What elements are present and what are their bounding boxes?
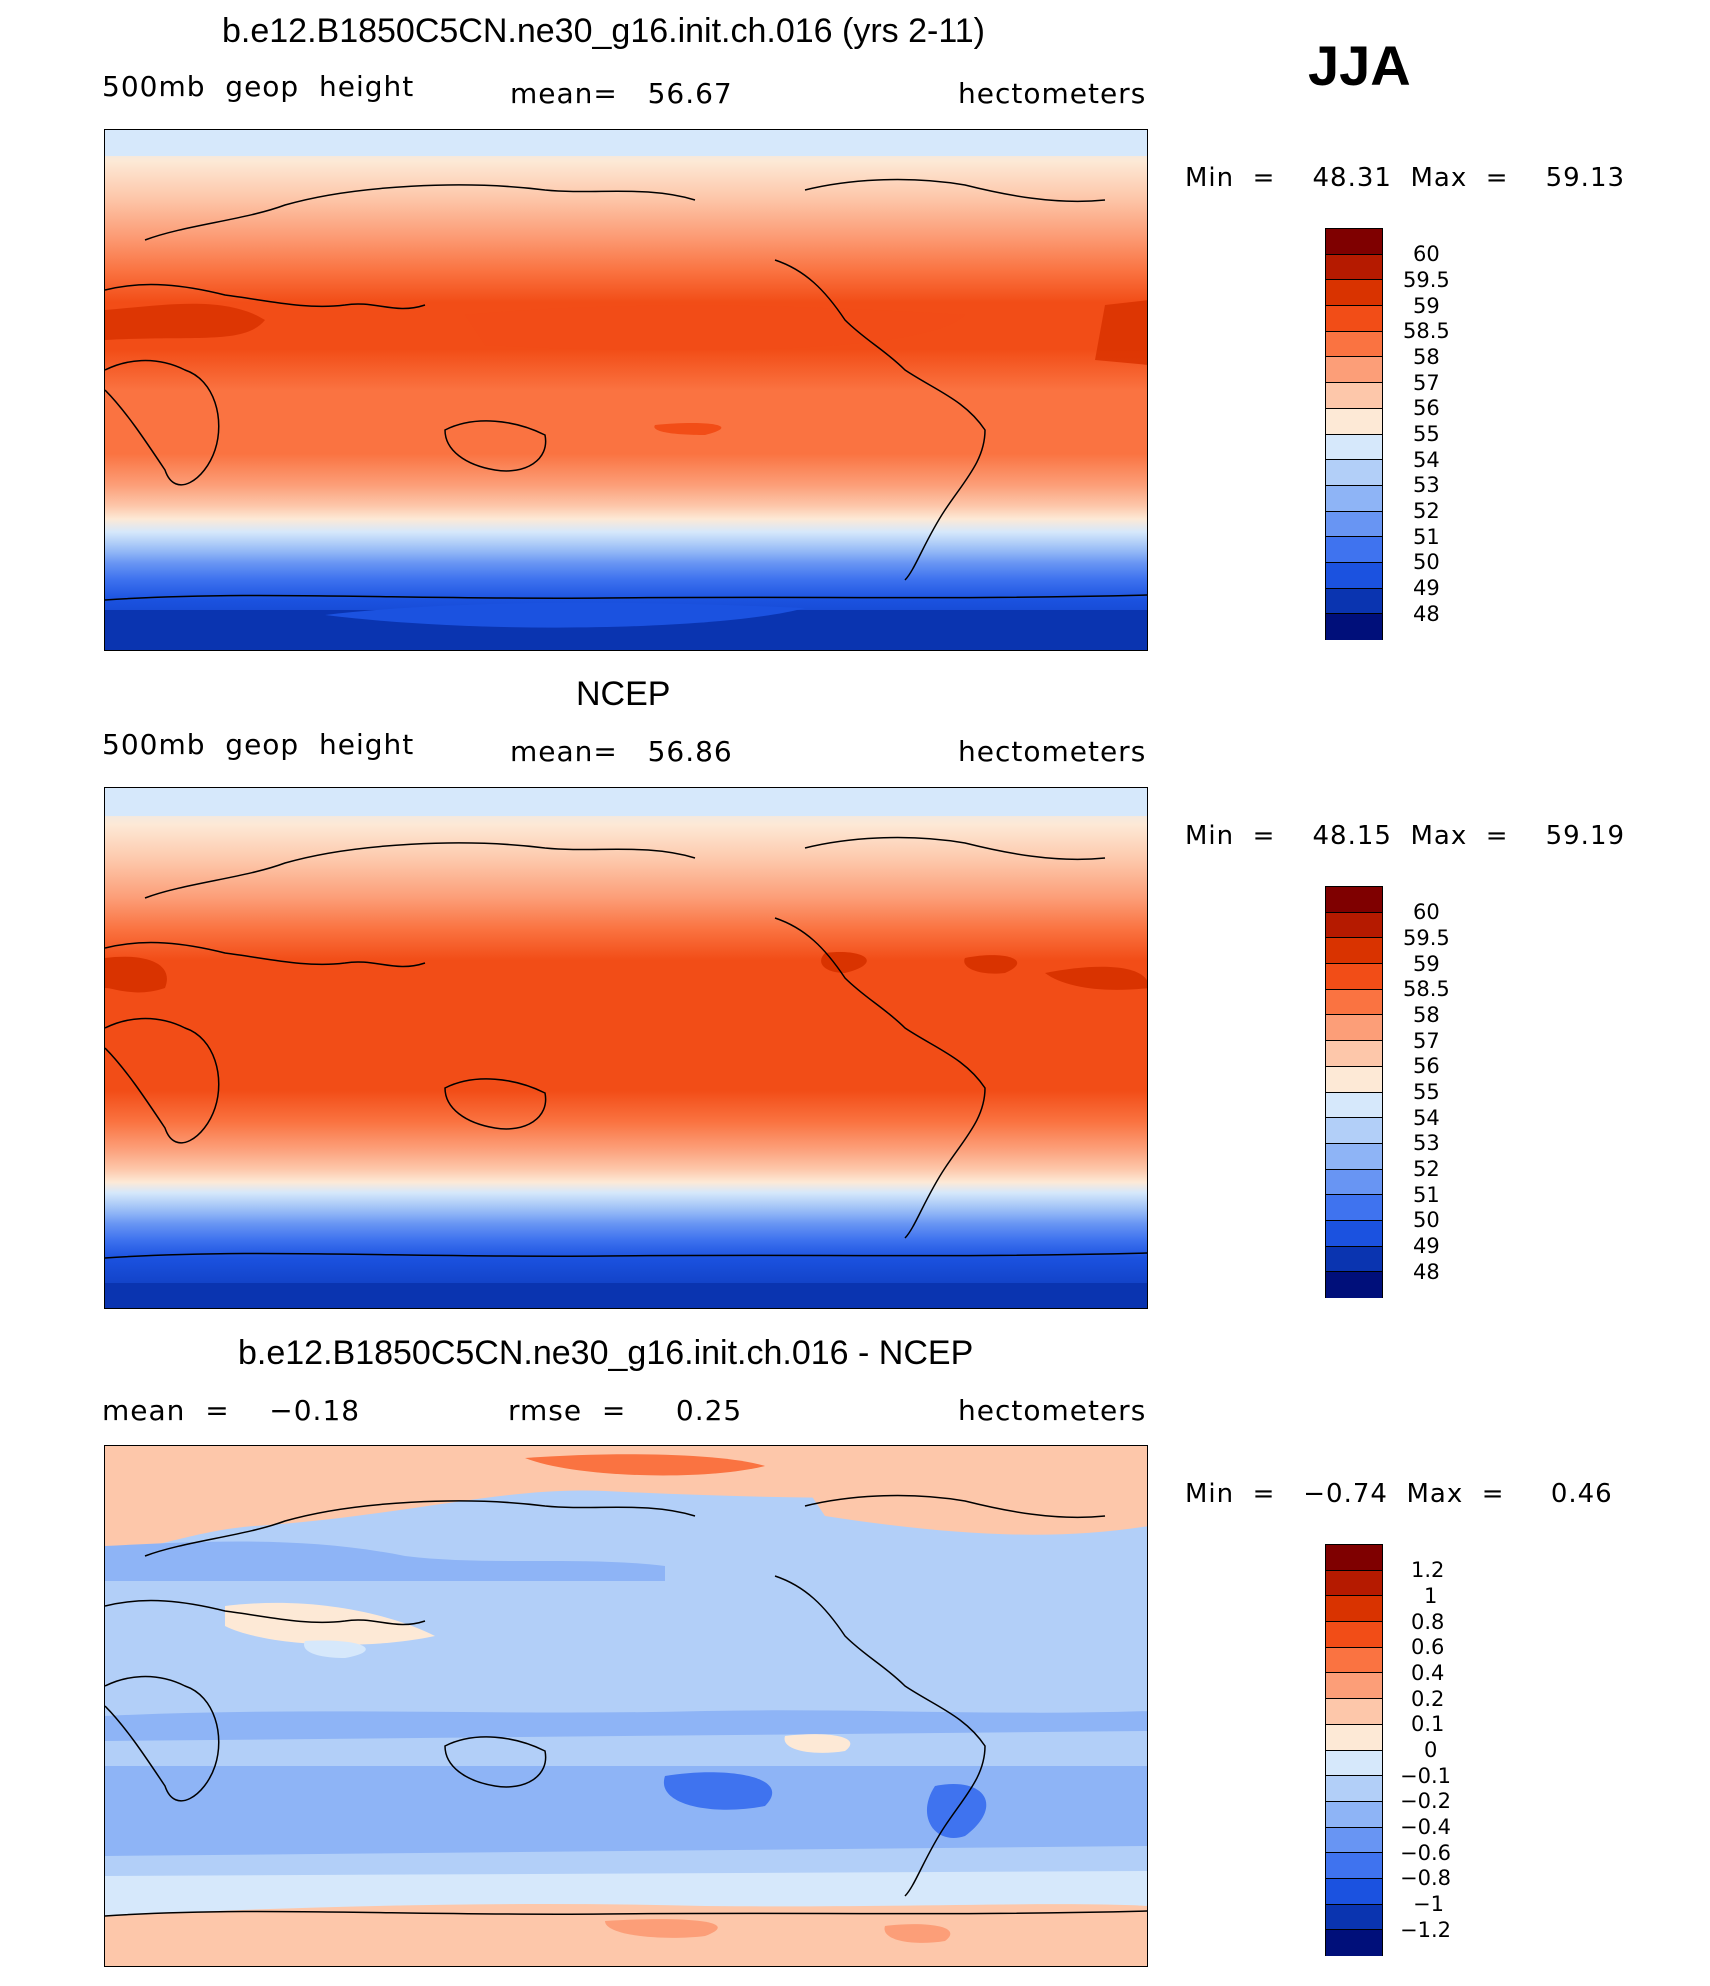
panel-3-rmse-label: rmse = 0.25 bbox=[508, 1394, 743, 1427]
colorbar-label: 50 bbox=[1413, 550, 1440, 574]
panel-1-colorbar bbox=[1325, 228, 1383, 640]
colorbar-label: 54 bbox=[1413, 448, 1440, 472]
colorbar-label: 58.5 bbox=[1403, 977, 1450, 1001]
panel-1-contour-field bbox=[105, 130, 1147, 650]
panel-3-units-label: hectometers bbox=[958, 1394, 1147, 1427]
colorbar-label: 0.8 bbox=[1411, 1610, 1445, 1634]
colorbar-label: 51 bbox=[1413, 525, 1440, 549]
colorbar-label: 60 bbox=[1413, 900, 1440, 924]
colorbar-label: 59.5 bbox=[1403, 926, 1450, 950]
colorbar-label: 57 bbox=[1413, 1029, 1440, 1053]
panel-1-minmax: Min = 48.31 Max = 59.13 bbox=[1185, 163, 1626, 193]
panel-3-colorbar bbox=[1325, 1544, 1383, 1956]
colorbar-label: −1 bbox=[1413, 1892, 1444, 1916]
colorbar-label: 58.5 bbox=[1403, 319, 1450, 343]
colorbar-label: 53 bbox=[1413, 1131, 1440, 1155]
colorbar-label: 52 bbox=[1413, 499, 1440, 523]
season-label: JJA bbox=[1308, 34, 1411, 97]
colorbar-label: 55 bbox=[1413, 422, 1440, 446]
colorbar-label: −0.6 bbox=[1400, 1841, 1451, 1865]
colorbar-label: 1.2 bbox=[1411, 1558, 1445, 1582]
panel-3-map bbox=[104, 1445, 1148, 1967]
colorbar-label: 48 bbox=[1413, 602, 1440, 626]
panel-2-colorbar bbox=[1325, 886, 1383, 1298]
colorbar-label: 0.6 bbox=[1411, 1635, 1445, 1659]
panel-1-coastlines bbox=[105, 178, 1147, 601]
colorbar-label: 56 bbox=[1413, 396, 1440, 420]
colorbar-label: −0.8 bbox=[1400, 1866, 1451, 1890]
panel-2-map bbox=[104, 787, 1148, 1309]
panel-2-contour-field bbox=[105, 788, 1147, 1308]
panel-2-units-label: hectometers bbox=[958, 735, 1147, 768]
panel-2-title: NCEP bbox=[576, 675, 671, 713]
colorbar-label: 60 bbox=[1413, 242, 1440, 266]
panel-2-variable-label: 500mb geop height bbox=[102, 728, 415, 761]
panel-2-minmax: Min = 48.15 Max = 59.19 bbox=[1185, 821, 1626, 851]
colorbar-label: 56 bbox=[1413, 1054, 1440, 1078]
panel-3-title: b.e12.B1850C5CN.ne30_g16.init.ch.016 - N… bbox=[238, 1334, 974, 1372]
panel-1-map bbox=[104, 129, 1148, 651]
colorbar-label: 48 bbox=[1413, 1260, 1440, 1284]
colorbar-label: 0.1 bbox=[1411, 1712, 1445, 1736]
colorbar-label: 59 bbox=[1413, 952, 1440, 976]
panel-1-units-label: hectometers bbox=[958, 77, 1147, 110]
colorbar-label: −0.1 bbox=[1400, 1764, 1451, 1788]
colorbar-label: −0.4 bbox=[1400, 1815, 1451, 1839]
panel-3-contour-field bbox=[105, 1446, 1147, 1966]
colorbar-label: 49 bbox=[1413, 576, 1440, 600]
colorbar-label: 54 bbox=[1413, 1106, 1440, 1130]
colorbar-label: 58 bbox=[1413, 345, 1440, 369]
colorbar-label: −1.2 bbox=[1400, 1918, 1451, 1942]
colorbar-label: 49 bbox=[1413, 1234, 1440, 1258]
colorbar-label: 50 bbox=[1413, 1208, 1440, 1232]
panel-3-mean-label: mean = −0.18 bbox=[102, 1394, 361, 1427]
colorbar-label: 0.2 bbox=[1411, 1687, 1445, 1711]
panel-3-coastlines bbox=[105, 1494, 1147, 1917]
colorbar-label: 53 bbox=[1413, 473, 1440, 497]
colorbar-label: 1 bbox=[1424, 1584, 1438, 1608]
panel-1-variable-label: 500mb geop height bbox=[102, 70, 415, 103]
panel-2-coastlines bbox=[105, 836, 1147, 1259]
colorbar-label: 0 bbox=[1424, 1738, 1438, 1762]
colorbar-label: 59 bbox=[1413, 294, 1440, 318]
panel-1-mean-label: mean= 56.67 bbox=[510, 77, 733, 110]
colorbar-label: 55 bbox=[1413, 1080, 1440, 1104]
colorbar-label: 58 bbox=[1413, 1003, 1440, 1027]
colorbar-label: 51 bbox=[1413, 1183, 1440, 1207]
colorbar-label: 0.4 bbox=[1411, 1661, 1445, 1685]
panel-1-title: b.e12.B1850C5CN.ne30_g16.init.ch.016 (yr… bbox=[222, 12, 985, 50]
colorbar-label: −0.2 bbox=[1400, 1789, 1451, 1813]
colorbar-label: 52 bbox=[1413, 1157, 1440, 1181]
colorbar-label: 59.5 bbox=[1403, 268, 1450, 292]
panel-3-minmax: Min = −0.74 Max = 0.46 bbox=[1185, 1479, 1613, 1509]
panel-2-mean-label: mean= 56.86 bbox=[510, 735, 733, 768]
colorbar-label: 57 bbox=[1413, 371, 1440, 395]
